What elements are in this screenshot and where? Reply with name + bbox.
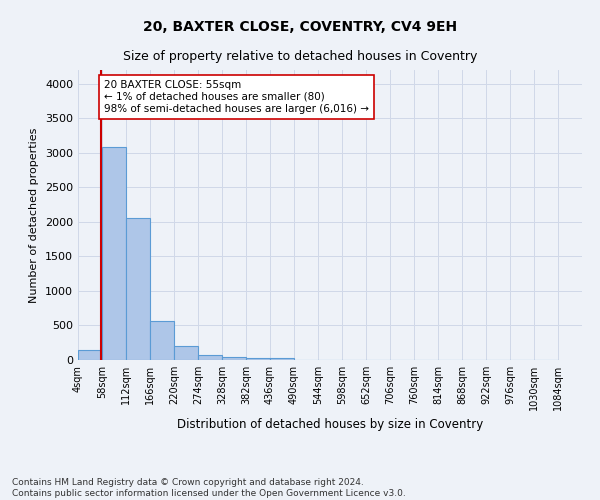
Bar — [270, 358, 294, 360]
Bar — [126, 218, 150, 360]
Text: 20, BAXTER CLOSE, COVENTRY, CV4 9EH: 20, BAXTER CLOSE, COVENTRY, CV4 9EH — [143, 20, 457, 34]
Bar — [102, 148, 126, 360]
Bar — [174, 346, 198, 360]
Text: Contains HM Land Registry data © Crown copyright and database right 2024.
Contai: Contains HM Land Registry data © Crown c… — [12, 478, 406, 498]
Bar — [222, 357, 246, 360]
Text: 20 BAXTER CLOSE: 55sqm
← 1% of detached houses are smaller (80)
98% of semi-deta: 20 BAXTER CLOSE: 55sqm ← 1% of detached … — [104, 80, 369, 114]
Bar — [150, 322, 174, 360]
X-axis label: Distribution of detached houses by size in Coventry: Distribution of detached houses by size … — [177, 418, 483, 432]
Y-axis label: Number of detached properties: Number of detached properties — [29, 128, 40, 302]
Bar — [198, 355, 222, 360]
Bar — [78, 350, 102, 360]
Text: Size of property relative to detached houses in Coventry: Size of property relative to detached ho… — [123, 50, 477, 63]
Bar — [246, 358, 270, 360]
